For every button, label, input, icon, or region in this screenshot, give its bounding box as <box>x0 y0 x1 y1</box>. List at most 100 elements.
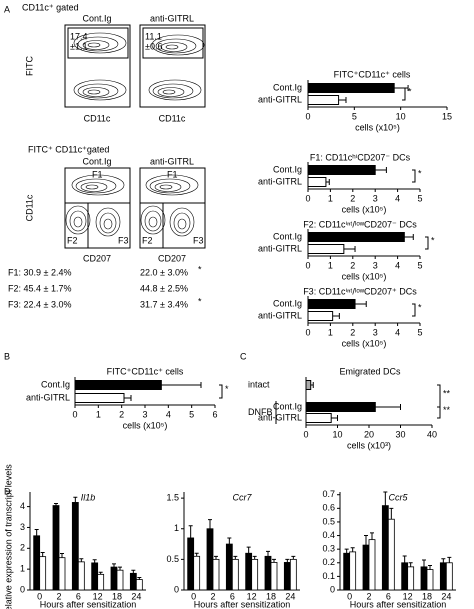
panel-label: D <box>4 486 11 496</box>
x-axis-label: cells (x10⁵) <box>342 338 387 348</box>
error-bar <box>194 552 199 557</box>
bar <box>206 528 214 591</box>
x-tick-label: 0 <box>303 429 308 439</box>
x-tick-label: 0 <box>347 591 352 601</box>
stat: F1: 30.9 ± 2.4% <box>8 267 71 277</box>
stat: F2: 45.4 ± 1.7% <box>8 283 71 293</box>
error-bar <box>40 551 45 557</box>
stat: F3: 22.4 ± 3.0% <box>8 299 71 309</box>
x-tick-label: 18 <box>112 591 122 601</box>
error-bar <box>383 491 388 506</box>
chart-title: Ccr7 <box>232 492 252 502</box>
bar <box>307 165 376 175</box>
y-tick-label: 0.3 <box>322 544 335 554</box>
gate-label: F1 <box>92 169 103 179</box>
x-tick-label: 6 <box>230 591 235 601</box>
x-tick-label: 0 <box>37 591 42 601</box>
chart-title: F3: CD11cⁱⁿᵗ/ˡᵒʷCD207⁺ DCs <box>303 286 417 296</box>
error-bar <box>370 532 374 540</box>
percent: ±0.6 <box>145 41 162 51</box>
x-axis-label: cells (x10⁵) <box>342 271 387 281</box>
bar <box>264 555 272 591</box>
error-bar <box>124 395 132 401</box>
error-bar <box>310 382 314 388</box>
y-tick-label: 0.5 <box>322 516 335 526</box>
error-bar <box>344 548 349 554</box>
bar <box>58 557 66 591</box>
error-bar <box>422 559 426 567</box>
y-tick-label: 0 <box>330 584 335 594</box>
x-tick-label: 0 <box>305 193 310 203</box>
x-tick-label: 2 <box>119 409 124 419</box>
category-label: Cont.Ig <box>273 164 302 174</box>
bar <box>305 413 332 423</box>
bar <box>91 562 99 591</box>
category-label: Cont.Ig <box>273 231 302 241</box>
x-tick-label: 40 <box>427 429 437 439</box>
bar <box>225 543 233 591</box>
bar <box>33 535 41 591</box>
error-bar <box>447 556 452 563</box>
category-label: Cont.Ig <box>273 401 302 411</box>
bar <box>212 558 220 591</box>
bar <box>116 569 124 591</box>
gate-title: CD11c⁺ gated <box>22 2 79 12</box>
x-tick-label: 5 <box>417 193 422 203</box>
error-bar <box>227 537 232 545</box>
x-axis-label: cells (x10⁵) <box>123 420 168 430</box>
y-tick-label: 0.6 <box>322 503 335 513</box>
bar <box>74 380 162 390</box>
error-bar <box>73 496 78 503</box>
significance: ** <box>443 405 451 415</box>
error-bar <box>364 535 368 546</box>
x-tick-label: 6 <box>212 409 217 419</box>
bar <box>270 562 278 591</box>
x-tick-label: 2 <box>350 193 355 203</box>
stat-sig: * <box>198 296 202 306</box>
x-tick-label: 0 <box>305 111 310 121</box>
y-tick-label: 0.7 <box>322 489 335 499</box>
percent: ±1.1 <box>70 41 87 51</box>
significance: * <box>408 86 412 96</box>
y-tick-label: 0.5 <box>166 554 179 564</box>
x-axis-label: Hours after sensitization <box>194 599 291 609</box>
significance: * <box>418 302 422 312</box>
x-tick-label: 1 <box>328 260 333 270</box>
bar <box>129 572 137 591</box>
bar <box>368 539 376 591</box>
x-tick-label: 24 <box>285 591 295 601</box>
x-axis-label: Hours after sensitization <box>40 599 137 609</box>
x-tick-label: 15 <box>442 111 452 121</box>
bracket <box>437 406 441 419</box>
error-bar <box>402 555 407 563</box>
group-title: Cont.Ig <box>82 13 111 23</box>
y-tick-label: 3 <box>20 522 25 532</box>
x-tick-label: 12 <box>247 591 257 601</box>
error-bar <box>60 553 64 558</box>
y-tick-label: 0 <box>20 584 25 594</box>
error-bar <box>98 571 103 575</box>
x-tick-label: 3 <box>373 260 378 270</box>
bar <box>52 505 60 591</box>
x-tick-label: 3 <box>373 327 378 337</box>
bar <box>349 551 357 591</box>
y-tick-label: 0 <box>174 584 179 594</box>
bar <box>289 558 297 591</box>
y-tick-label: 0.4 <box>322 530 335 540</box>
x-tick-label: 12 <box>93 591 103 601</box>
stat: 44.8 ± 2.5% <box>140 283 188 293</box>
bracket <box>402 87 406 101</box>
bracket <box>412 169 416 183</box>
error-bar <box>332 313 340 319</box>
bar <box>39 556 47 591</box>
x-tick-label: 0 <box>305 260 310 270</box>
x-tick-label: 24 <box>441 591 451 601</box>
bracket <box>412 303 416 317</box>
error-bar <box>188 525 193 538</box>
bar <box>305 380 312 390</box>
x-tick-label: 4 <box>166 409 171 419</box>
chart-title: F2: CD11cⁱⁿᵗ/ˡᵒʷCD207⁻ DCs <box>303 219 417 229</box>
gate-label: F2 <box>67 235 78 245</box>
x-tick-label: 5 <box>417 260 422 270</box>
panel-label: C <box>240 351 247 361</box>
